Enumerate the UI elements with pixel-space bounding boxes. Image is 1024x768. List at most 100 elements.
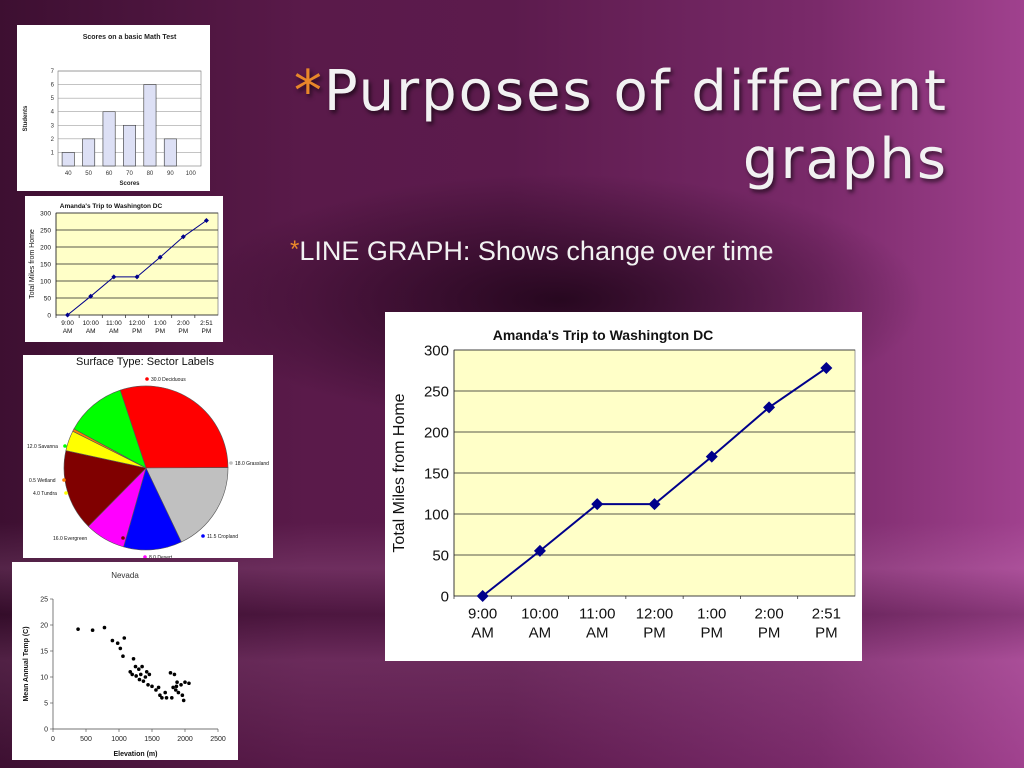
bar — [123, 124, 136, 167]
scatter-point — [115, 641, 120, 645]
scatter-x-tick-label: 2000 — [177, 736, 193, 743]
large-line-y-tick-label: 0 — [441, 588, 449, 605]
pie-slice-label: 0.5 Wetland — [29, 478, 56, 484]
scatter-point — [130, 672, 134, 677]
scatter-point — [150, 684, 154, 689]
bar-y-tick-label: 2 — [51, 137, 55, 143]
small-line-y-axis-label: Total Miles from Home — [29, 229, 36, 299]
scatter-point — [170, 696, 174, 700]
scatter-point — [158, 693, 162, 697]
bar-y-tick-label: 4 — [51, 110, 55, 116]
large-line-y-tick-label: 100 — [424, 506, 449, 523]
scatter-point — [110, 638, 115, 643]
pie-title: Surface Type: Sector Labels — [76, 356, 214, 368]
scatter-x-tick-label: 1500 — [144, 736, 160, 743]
scatter-point — [121, 654, 125, 658]
small-line-point — [111, 274, 117, 280]
scatter-y-tick-label: 0 — [44, 727, 48, 734]
scatter-point — [144, 670, 149, 674]
pie-slice — [145, 467, 229, 543]
large-line-point — [763, 401, 776, 414]
small-line-point — [180, 234, 186, 240]
bar-y-axis-label: Students — [23, 105, 29, 131]
pie-chart-panel: Surface Type: Sector Labels 30.0 Deciduou… — [23, 355, 273, 561]
large-line-point — [648, 498, 661, 511]
scatter-point — [143, 675, 148, 679]
scatter-chart: Nevada 0 5 10 15 20 25 0 500 1000 1500 2000 2500 Elev… — [23, 571, 226, 758]
bar — [61, 152, 75, 167]
small-line-y-tick-label: 300 — [40, 210, 51, 217]
small-line-y-tick-label: 50 — [44, 295, 52, 302]
scatter-point — [147, 672, 152, 677]
scatter-point — [76, 627, 80, 631]
scatter-point — [180, 693, 185, 697]
bar-chart-title: Scores on a basic Math Test — [83, 34, 177, 41]
bar-x-axis-label: Scores — [119, 181, 140, 187]
scatter-point — [171, 685, 175, 690]
bar-x-tick-label: 40 — [65, 171, 72, 177]
scatter-point — [118, 646, 123, 651]
scatter-point — [141, 679, 146, 683]
pie-legend-dot — [64, 491, 68, 495]
pie-slice-label: 12.0 Savanna — [27, 444, 58, 450]
pie-legend-dot — [145, 377, 149, 381]
bar-y-tick-label: 7 — [51, 69, 55, 75]
large-line-x-tick-label: 9:00 AM — [468, 606, 497, 642]
scatter-point — [154, 688, 158, 692]
pie-legend-dot — [143, 555, 147, 559]
bar-x-tick-label: 90 — [167, 171, 174, 177]
scatter-point — [122, 636, 127, 640]
large-line-y-tick-label: 200 — [424, 424, 449, 441]
pie-slice-label: 30.0 Deciduous — [151, 377, 186, 383]
small-line-x-tick-label: 1:00 PM — [154, 320, 167, 335]
small-line-chart-panel: Amanda's Trip to Washington DC 0 50 100 150 2… — [25, 196, 223, 342]
scatter-point — [183, 680, 187, 684]
large-line-chart-panel: Amanda's Trip to Washington DC 0 50 100 150 2… — [385, 312, 862, 661]
small-line-x-tick-label: 12:00 PM — [129, 320, 146, 335]
large-line-point — [533, 544, 546, 557]
pie-slice — [63, 450, 147, 527]
scatter-y-axis-label: Mean Annual Temp (C) — [23, 626, 30, 701]
pie-legend-dot — [201, 534, 205, 538]
scatter-point — [168, 671, 173, 675]
large-line-x-tick-label: 11:00 AM — [579, 606, 615, 642]
scatter-y-tick-label: 10 — [40, 675, 48, 682]
small-line-point — [134, 274, 140, 280]
scatter-point — [131, 657, 136, 661]
small-line-point — [203, 217, 209, 223]
slide-title: *Purposes of different graphs — [258, 58, 948, 194]
scatter-point — [176, 690, 181, 695]
scatter-point — [90, 628, 95, 632]
bullet-star-glyph: * — [290, 236, 300, 263]
title-text: Purposes of different graphs — [323, 59, 948, 192]
bullet-item: *LINE GRAPH: Shows change over time — [290, 236, 774, 267]
scatter-point — [102, 625, 107, 630]
pie-slice-label: 8.0 Desert — [149, 555, 173, 558]
scatter-y-tick-label: 25 — [40, 597, 48, 604]
bar — [143, 84, 157, 167]
small-line-x-tick-label: 11:00 AM — [106, 320, 122, 335]
large-line-point — [820, 362, 833, 375]
pie-legend-dot — [229, 461, 233, 465]
scatter-chart-panel: Nevada 0 5 10 15 20 25 0 500 1000 1500 2000 2500 Elev… — [12, 562, 238, 760]
scatter-x-tick-label: 1000 — [111, 736, 127, 743]
scatter-point — [156, 685, 161, 690]
small-line-y-tick-label: 100 — [40, 278, 51, 285]
bar — [82, 138, 96, 167]
small-line-y-tick-label: 150 — [40, 261, 51, 268]
small-line-title: Amanda's Trip to Washington DC — [60, 203, 163, 210]
scatter-title: Nevada — [111, 571, 139, 580]
scatter-point — [134, 674, 138, 678]
bar-x-tick-label: 50 — [85, 171, 92, 177]
pie-slice-label: 16.0 Evergreen — [53, 536, 87, 542]
large-line-y-axis-label: Total Miles from Home — [391, 393, 408, 552]
large-line-x-tick-label: 1:00 PM — [697, 606, 726, 642]
small-line-point — [65, 312, 71, 318]
scatter-point — [174, 684, 179, 689]
bar-y-tick-label: 6 — [51, 83, 55, 89]
bar-chart: Scores on a basic Math Test 1 2 3 4 5 6 7 40 50 60… — [23, 34, 202, 187]
pie-chart: Surface Type: Sector Labels 30.0 Deciduou… — [27, 356, 269, 561]
bar-x-tick-label: 60 — [106, 171, 113, 177]
scatter-point — [175, 680, 179, 684]
pie-slice — [119, 385, 229, 469]
